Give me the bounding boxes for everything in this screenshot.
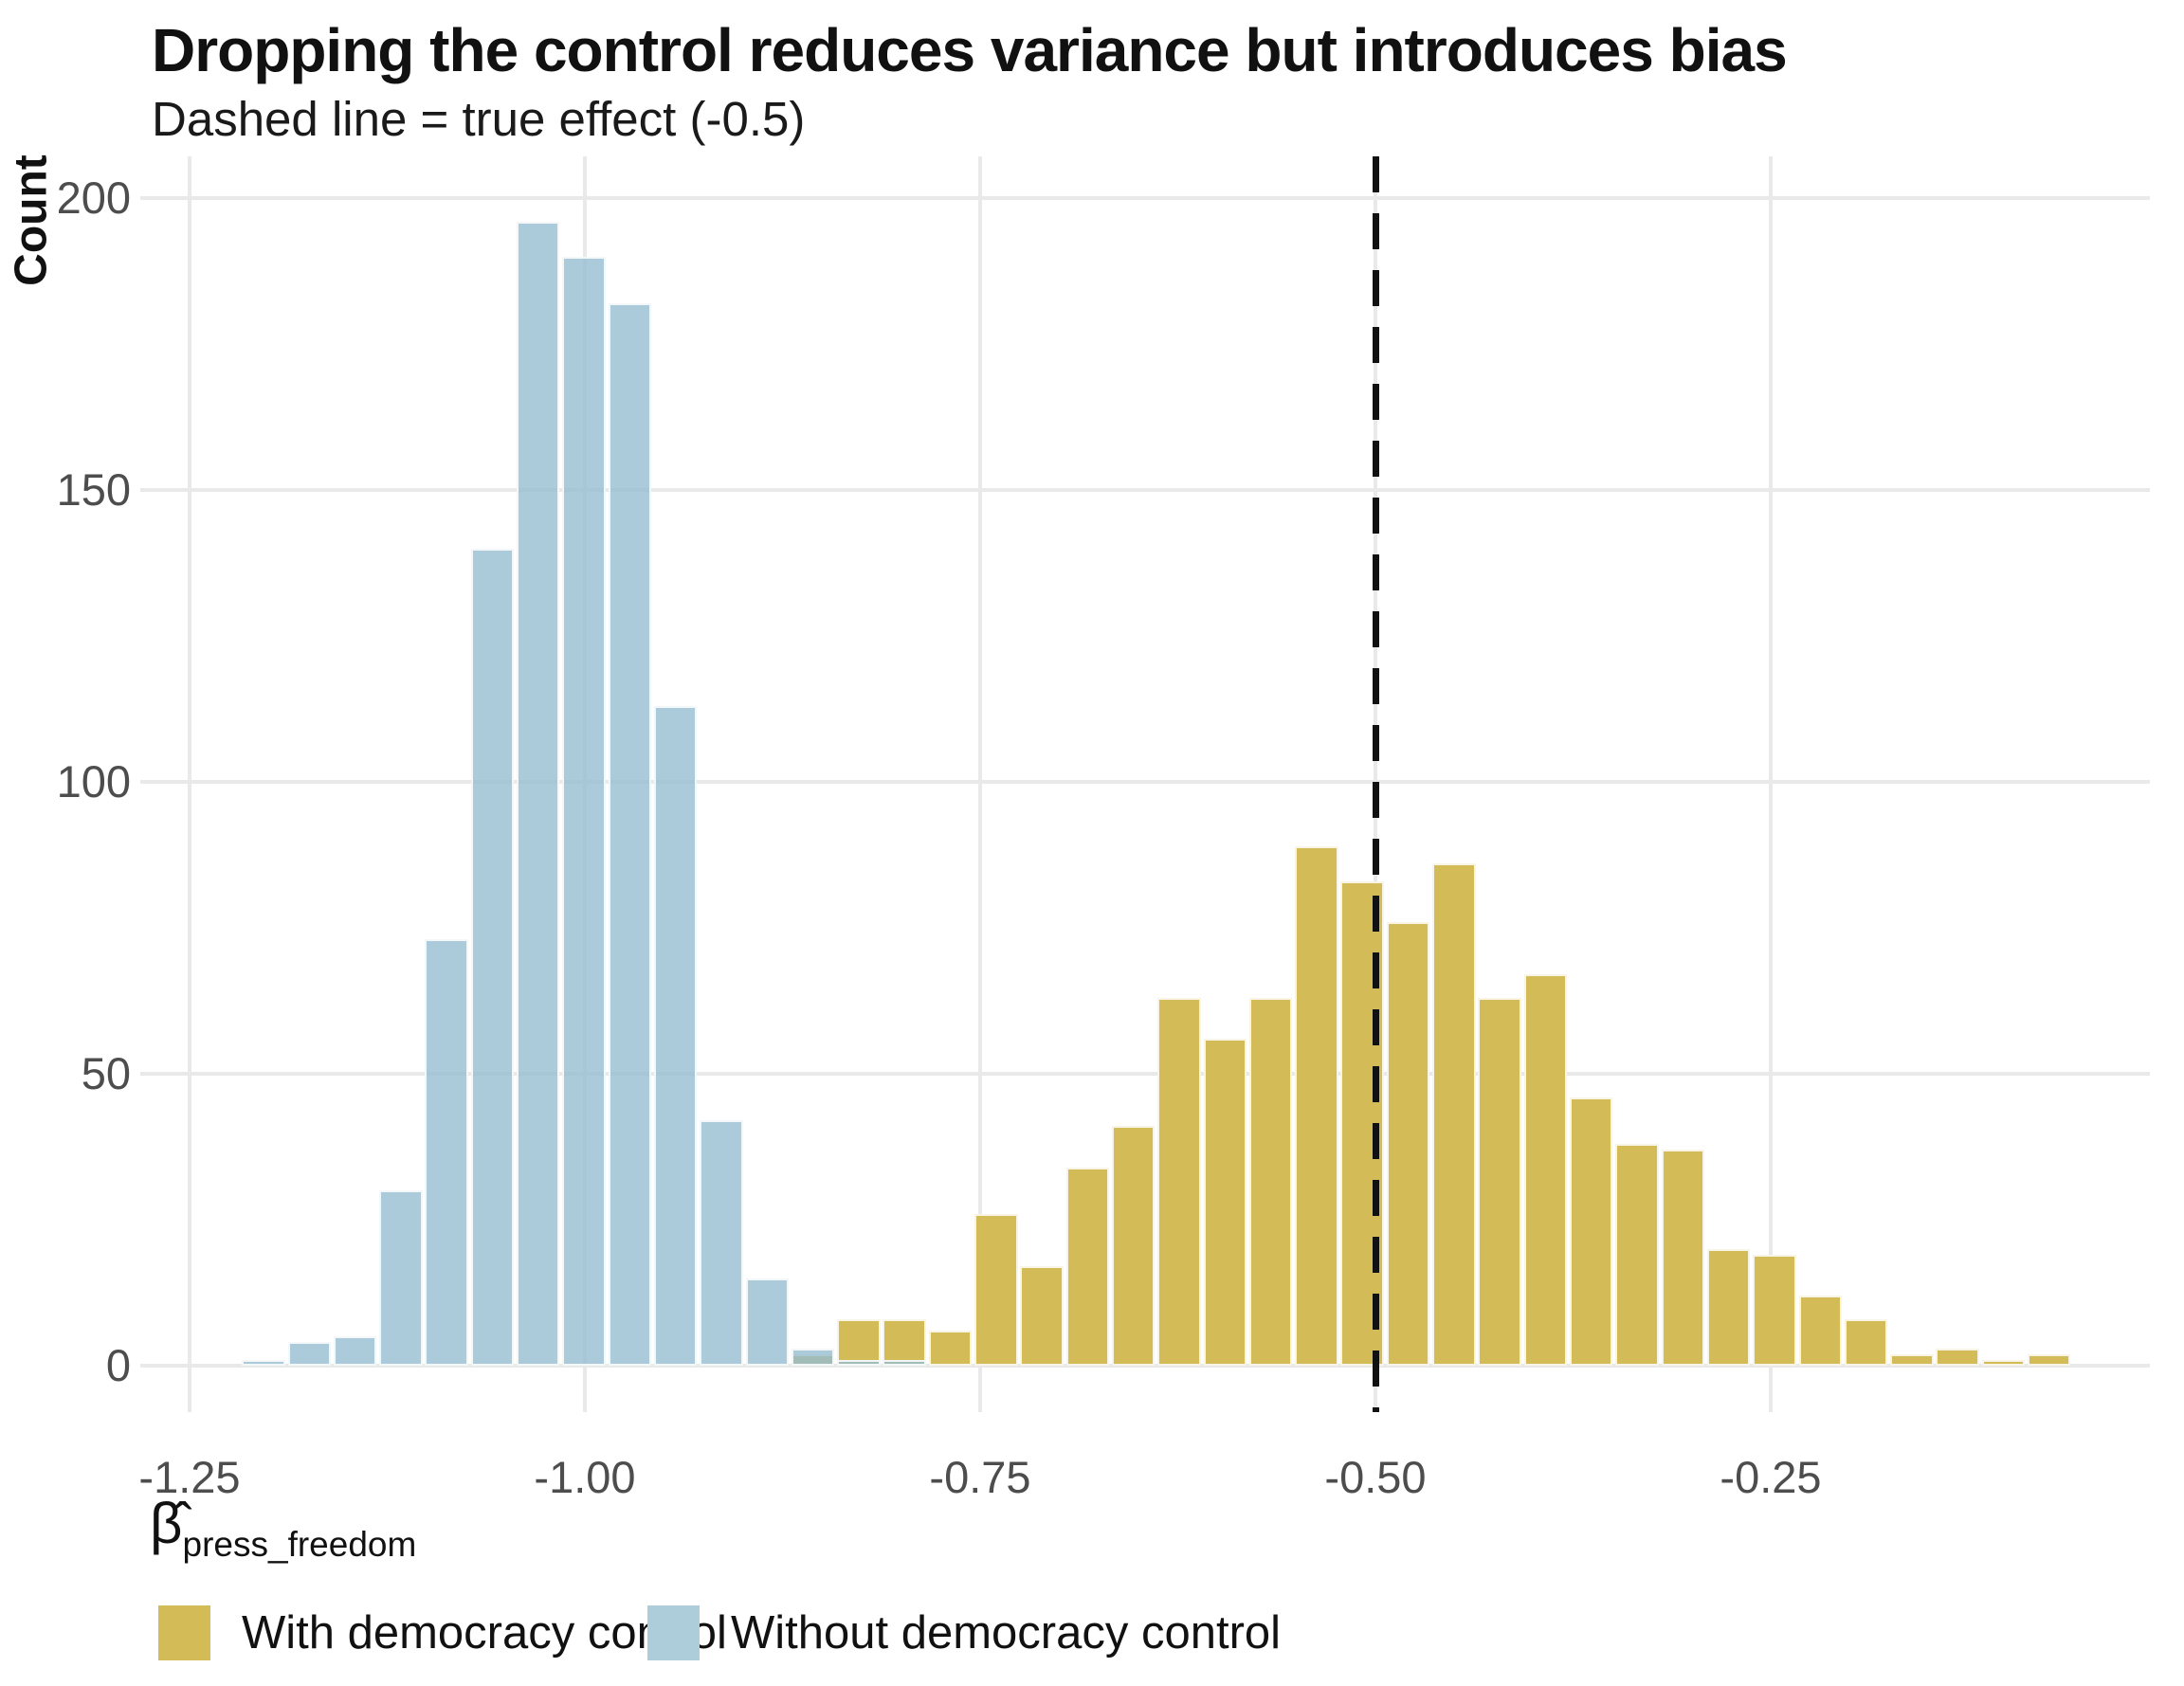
bar-with-control bbox=[883, 1318, 926, 1366]
bar-without-control bbox=[700, 1120, 743, 1366]
bar-with-control bbox=[1065, 1167, 1110, 1366]
bar-without-control bbox=[653, 705, 698, 1366]
bar-with-control bbox=[1661, 1150, 1705, 1366]
bar-without-control bbox=[517, 221, 560, 1366]
bar-with-control bbox=[1523, 974, 1568, 1366]
bar-without-control bbox=[287, 1342, 331, 1366]
true-effect-dashed-line bbox=[1372, 156, 1379, 1412]
bar-with-control bbox=[1981, 1359, 2026, 1366]
bar-with-control bbox=[1615, 1143, 1659, 1366]
legend-key-without-control bbox=[647, 1605, 700, 1660]
bar-with-control bbox=[2028, 1353, 2071, 1366]
bar-with-control bbox=[1432, 863, 1476, 1366]
y-axis-title: Count bbox=[6, 154, 57, 286]
bar-without-control bbox=[470, 548, 515, 1366]
y-gridline-50 bbox=[140, 1072, 2150, 1076]
y-tick-label-100: 100 bbox=[56, 756, 131, 807]
bar-with-control bbox=[1295, 845, 1338, 1366]
bar-with-control bbox=[1569, 1097, 1613, 1366]
legend-key-with-control bbox=[158, 1605, 210, 1660]
bar-with-control bbox=[974, 1213, 1018, 1366]
bar-with-control bbox=[1706, 1248, 1751, 1366]
legend-label-with-control: With democracy control bbox=[242, 1607, 727, 1659]
bar-without-control bbox=[791, 1348, 835, 1366]
bar-with-control bbox=[837, 1318, 881, 1366]
bar-without-control bbox=[242, 1359, 285, 1366]
y-gridline-0 bbox=[140, 1364, 2150, 1368]
y-tick-label-0: 0 bbox=[105, 1340, 131, 1390]
bar-with-control bbox=[1020, 1266, 1064, 1366]
bar-with-control bbox=[1890, 1353, 1934, 1366]
x-tick-label--1.00: -1.00 bbox=[534, 1452, 636, 1502]
bar-without-control bbox=[837, 1359, 881, 1366]
bar-without-control bbox=[425, 939, 468, 1366]
bar-with-control bbox=[1157, 997, 1201, 1366]
y-tick-label-200: 200 bbox=[56, 172, 131, 223]
bar-with-control bbox=[1478, 997, 1521, 1366]
bar-with-control bbox=[1798, 1296, 1842, 1366]
y-gridline-100 bbox=[140, 780, 2150, 784]
bar-without-control bbox=[333, 1336, 377, 1366]
x-tick-label--1.25: -1.25 bbox=[138, 1452, 241, 1502]
bar-with-control bbox=[1248, 997, 1293, 1366]
x-tick-label--0.25: -0.25 bbox=[1720, 1452, 1822, 1502]
bar-without-control bbox=[379, 1190, 423, 1366]
bar-with-control bbox=[1111, 1126, 1156, 1366]
bar-without-control bbox=[608, 302, 652, 1366]
y-gridline-150 bbox=[140, 488, 2150, 492]
bar-without-control bbox=[883, 1359, 926, 1366]
chart-title: Dropping the control reduces variance bu… bbox=[152, 16, 1788, 84]
bar-with-control bbox=[1936, 1348, 1979, 1366]
x-gridline--0.75 bbox=[978, 156, 982, 1412]
y-tick-label-50: 50 bbox=[81, 1048, 131, 1098]
y-tick-label-150: 150 bbox=[56, 464, 131, 515]
x-tick-label--0.75: -0.75 bbox=[929, 1452, 1031, 1502]
y-gridline-200 bbox=[140, 196, 2150, 200]
x-gridline--1.25 bbox=[188, 156, 191, 1412]
x-tick-label--0.50: -0.50 bbox=[1324, 1452, 1427, 1502]
legend-label-without-control: Without democracy control bbox=[731, 1607, 1282, 1659]
x-gridline--0.25 bbox=[1769, 156, 1773, 1412]
bar-with-control bbox=[928, 1331, 973, 1366]
chart-subtitle: Dashed line = true effect (-0.5) bbox=[152, 92, 806, 146]
x-axis-title: β̂press_freedom bbox=[150, 1496, 416, 1565]
x-axis-beta-subscript: press_freedom bbox=[182, 1525, 417, 1564]
bar-with-control bbox=[1203, 1039, 1247, 1366]
bar-with-control bbox=[1844, 1318, 1888, 1366]
bar-without-control bbox=[562, 256, 606, 1366]
x-axis-beta-symbol: β̂ bbox=[150, 1492, 183, 1555]
bar-with-control bbox=[1753, 1254, 1796, 1366]
bar-with-control bbox=[1386, 921, 1430, 1366]
bar-without-control bbox=[745, 1278, 789, 1366]
